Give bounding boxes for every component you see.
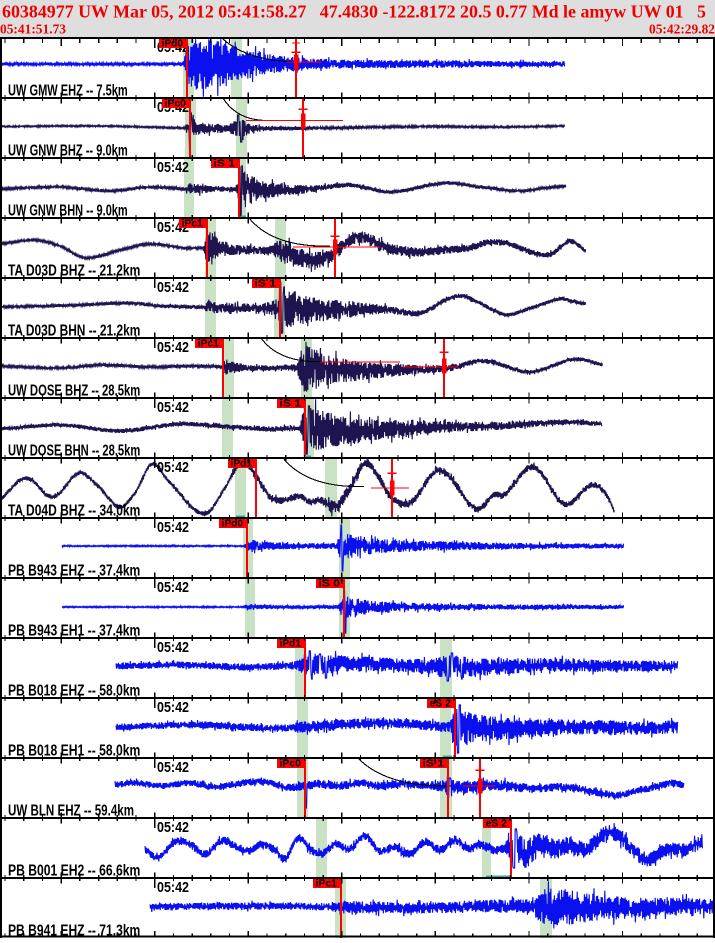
- svg-text:05:42:29.82: 05:42:29.82: [649, 23, 715, 38]
- svg-text:05:42: 05:42: [157, 519, 189, 536]
- svg-text:PB B001 EH2 -- 66.6km: PB B001 EH2 -- 66.6km: [8, 863, 140, 880]
- svg-text:iPc0: iPc0: [280, 758, 302, 769]
- svg-text:PB B018 EHZ -- 58.0km: PB B018 EHZ -- 58.0km: [8, 683, 140, 700]
- svg-text:iS 0: iS 0: [319, 578, 341, 589]
- svg-text:iS 1: iS 1: [423, 758, 445, 769]
- svg-text:iPd1: iPd1: [280, 638, 302, 649]
- svg-text:UW GMW EHZ -- 7.5km: UW GMW EHZ -- 7.5km: [8, 83, 128, 100]
- svg-text:05:42: 05:42: [157, 579, 189, 596]
- svg-text:PB B018 EH1 -- 58.0km: PB B018 EH1 -- 58.0km: [8, 743, 140, 760]
- svg-text:05:42: 05:42: [157, 459, 189, 476]
- svg-text:UW GNW BHZ -- 9.0km: UW GNW BHZ -- 9.0km: [8, 143, 128, 160]
- svg-text:UW DOSE BHN -- 28.5km: UW DOSE BHN -- 28.5km: [8, 443, 140, 460]
- svg-text:TA D04D BHZ -- 34.0km: TA D04D BHZ -- 34.0km: [8, 503, 140, 520]
- svg-text:05:42: 05:42: [157, 339, 189, 356]
- svg-text:05:42: 05:42: [157, 819, 189, 836]
- svg-text:PB B943 EHZ -- 37.4km: PB B943 EHZ -- 37.4km: [8, 563, 140, 580]
- svg-text:05:42: 05:42: [157, 279, 189, 296]
- svg-text:iPd0: iPd0: [222, 518, 244, 529]
- svg-text:iPc1: iPc1: [316, 878, 338, 889]
- svg-text:05:42: 05:42: [157, 159, 189, 176]
- svg-text:05:41:51.73: 05:41:51.73: [0, 23, 66, 38]
- svg-text:05:42: 05:42: [157, 759, 189, 776]
- svg-text:TA D03D BHN -- 21.2km: TA D03D BHN -- 21.2km: [8, 323, 140, 340]
- svg-text:iPc1: iPc1: [198, 338, 220, 349]
- svg-text:iS 1: iS 1: [280, 398, 302, 409]
- svg-text:iPc1: iPc1: [182, 218, 204, 229]
- svg-text:05:42: 05:42: [157, 399, 189, 416]
- svg-text:iS 1: iS 1: [255, 278, 277, 289]
- svg-text:iS 1: iS 1: [214, 158, 236, 169]
- svg-text:UW BLN EHZ -- 59.4km: UW BLN EHZ -- 59.4km: [8, 803, 134, 820]
- svg-text:PB B943 EH1 -- 37.4km: PB B943 EH1 -- 37.4km: [8, 623, 140, 640]
- svg-text:UW GNW BHN -- 9.0km: UW GNW BHN -- 9.0km: [8, 203, 128, 220]
- svg-text:PB B941 EHZ -- 71.3km: PB B941 EHZ -- 71.3km: [8, 923, 140, 939]
- svg-text:iPc0: iPc0: [165, 98, 187, 109]
- svg-text:iPd1: iPd1: [231, 458, 253, 469]
- svg-text:60384977 UW Mar 05, 2012 05:41: 60384977 UW Mar 05, 2012 05:41:58.27 47.…: [2, 2, 706, 22]
- svg-text:eS 2: eS 2: [430, 698, 452, 709]
- svg-text:05:42: 05:42: [157, 639, 189, 656]
- svg-text:UW DOSE BHZ -- 28.5km: UW DOSE BHZ -- 28.5km: [8, 383, 140, 400]
- svg-text:iPd0: iPd0: [162, 38, 184, 49]
- svg-text:05:42: 05:42: [157, 699, 189, 716]
- svg-text:05:42: 05:42: [157, 879, 189, 896]
- svg-text:TA D03D BHZ -- 21.2km: TA D03D BHZ -- 21.2km: [8, 263, 140, 280]
- svg-text:eS 2: eS 2: [486, 818, 508, 829]
